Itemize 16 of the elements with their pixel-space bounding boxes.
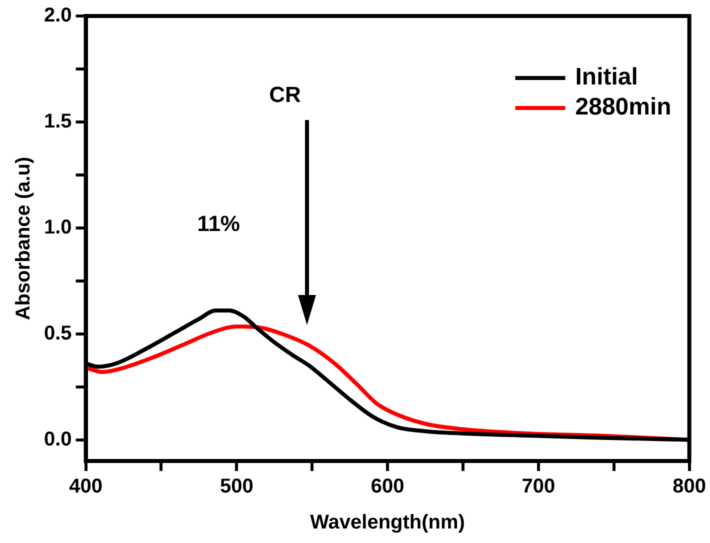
x-tick-label: 800 (672, 476, 706, 498)
legend-label: Initial (575, 64, 638, 91)
annotation: CR (269, 82, 301, 108)
x-tick-label: 500 (220, 476, 254, 498)
y-tick-label: 0.0 (44, 428, 72, 450)
x-tick-label: 400 (69, 476, 102, 498)
y-tick-label: 1.5 (44, 110, 72, 132)
x-axis-title: Wavelength(nm) (310, 512, 465, 534)
x-tick-label: 700 (522, 476, 556, 498)
y-tick-label: 2.0 (44, 4, 72, 27)
y-tick-label: 0.5 (44, 322, 72, 344)
legend-label: 2880min (575, 94, 672, 121)
y-tick-label: 1.0 (44, 216, 72, 238)
annotation: 11% (197, 211, 240, 236)
x-tick-label: 600 (370, 476, 404, 498)
y-axis-title: Absorbance (a.u) (12, 156, 35, 320)
